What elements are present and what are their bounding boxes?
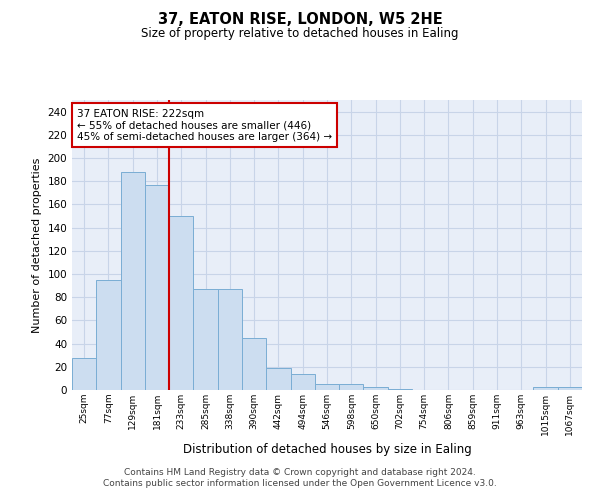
Bar	[266, 368, 290, 390]
Bar	[558, 386, 582, 390]
Text: Contains HM Land Registry data © Crown copyright and database right 2024.
Contai: Contains HM Land Registry data © Crown c…	[103, 468, 497, 487]
X-axis label: Distribution of detached houses by size in Ealing: Distribution of detached houses by size …	[182, 443, 472, 456]
Bar	[315, 384, 339, 390]
Bar	[533, 386, 558, 390]
Bar	[339, 384, 364, 390]
Bar	[72, 358, 96, 390]
Bar	[290, 374, 315, 390]
Text: 37, EATON RISE, LONDON, W5 2HE: 37, EATON RISE, LONDON, W5 2HE	[158, 12, 442, 28]
Bar	[96, 280, 121, 390]
Bar	[121, 172, 145, 390]
Bar	[218, 289, 242, 390]
Text: 37 EATON RISE: 222sqm
← 55% of detached houses are smaller (446)
45% of semi-det: 37 EATON RISE: 222sqm ← 55% of detached …	[77, 108, 332, 142]
Y-axis label: Number of detached properties: Number of detached properties	[32, 158, 42, 332]
Text: Size of property relative to detached houses in Ealing: Size of property relative to detached ho…	[141, 28, 459, 40]
Bar	[169, 216, 193, 390]
Bar	[193, 289, 218, 390]
Bar	[388, 389, 412, 390]
Bar	[364, 386, 388, 390]
Bar	[145, 184, 169, 390]
Bar	[242, 338, 266, 390]
